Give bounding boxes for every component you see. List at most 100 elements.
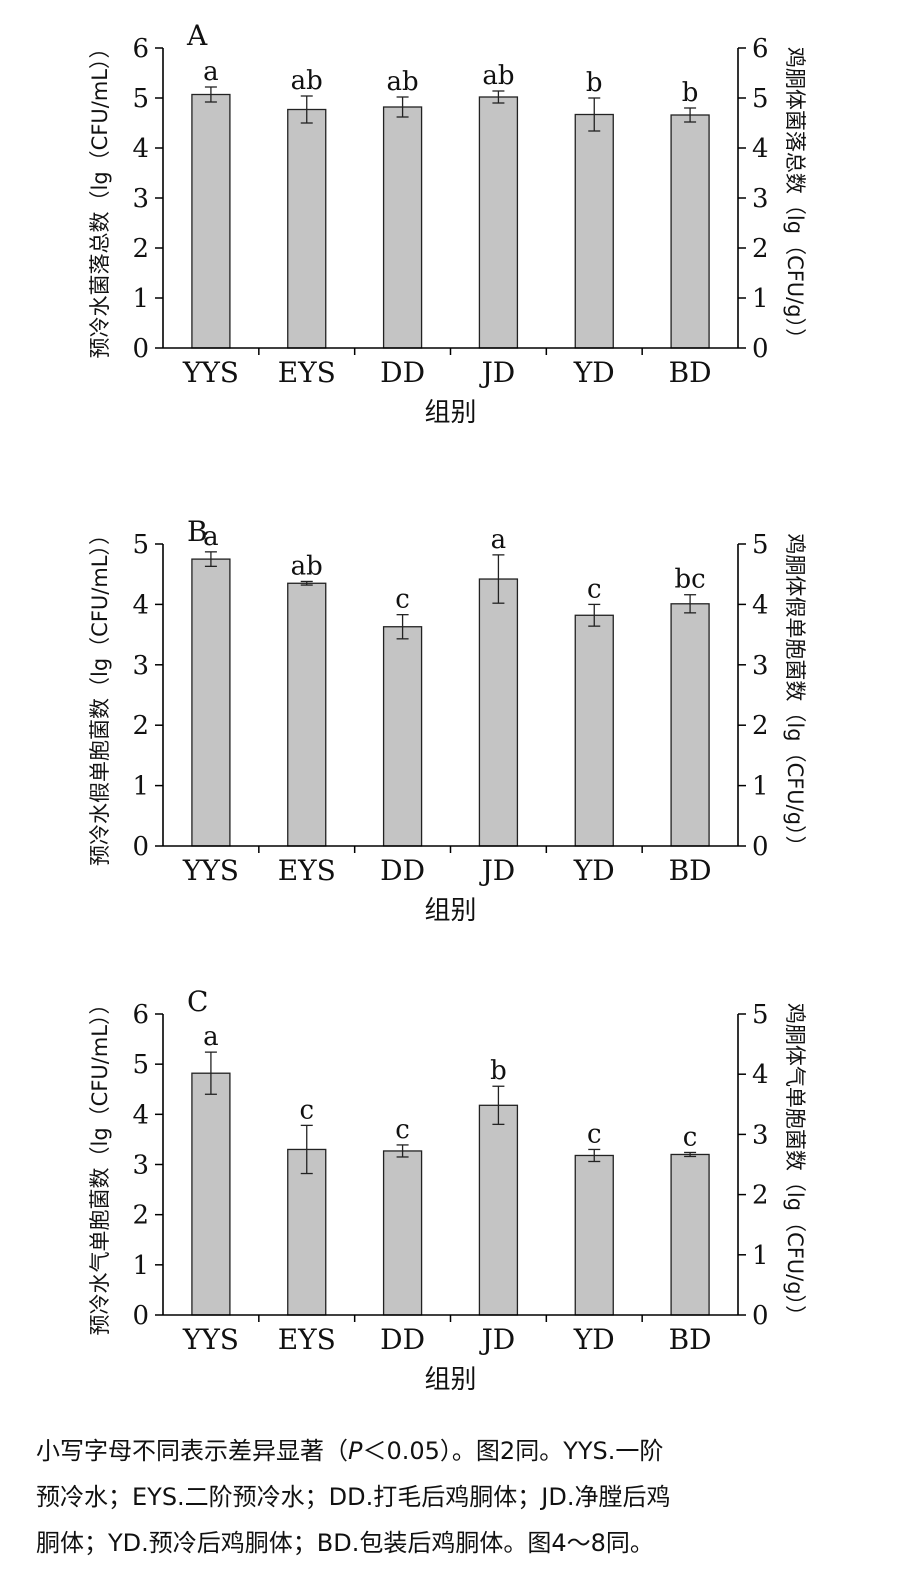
y-axis-title-left: 预冷水菌落总数（lg（CFU/mL）） [88,37,112,358]
y-tick-label-left: 3 [132,184,149,214]
bar-bd [670,1153,710,1316]
bar-eys [287,1148,327,1316]
bar-jd [478,1104,519,1316]
x-tick-label-yd: YD [573,1323,615,1356]
significance-letter-bd: bc [674,565,705,595]
y-tick-label-right: 4 [752,1060,769,1090]
x-tick-label-yys: YYS [182,356,239,389]
significance-letter-jd: b [490,1056,507,1086]
y-axis-title-left: 预冷水气单胞菌数（lg（CFU/mL）） [88,993,112,1335]
x-tick-label-bd: BD [669,1323,712,1356]
x-tick-label-yd: YD [573,854,615,887]
bar-yys [191,93,231,349]
x-tick-label-jd: JD [479,1323,516,1356]
bar-dd [382,106,423,349]
bar-dd [382,1150,423,1316]
significance-letter-yys: a [203,1022,219,1052]
significance-letter-yd: c [587,574,602,604]
bar-eys [287,582,327,847]
y-tick-label-left: 2 [132,234,149,264]
caption-line-3: 胴体；YD.预冷后鸡胴体；BD.包装后鸡胴体。图4～8同。 [36,1529,654,1557]
y-tick-label-right: 5 [752,84,769,114]
y-tick-label-right: 2 [752,234,769,264]
significance-letter-dd: c [395,585,410,615]
y-tick-label-right: 5 [752,530,769,560]
significance-letter-jd: ab [482,61,514,91]
significance-letter-yd: b [586,68,603,98]
y-tick-label-left: 0 [132,334,149,364]
x-tick-label-bd: BD [669,854,712,887]
panel-label: A [186,19,208,52]
x-tick-label-eys: EYS [278,854,336,887]
panel-label: C [187,985,208,1018]
caption-line-1: 小写字母不同表示差异显著（P＜0.05）。图2同。YYS.一阶 [36,1437,664,1465]
bar-jd [478,578,519,847]
x-tick-label-dd: DD [380,854,425,887]
y-axis-title-left: 预冷水假单胞菌数（lg（CFU/mL）） [88,524,112,866]
y-tick-label-left: 5 [132,1050,149,1080]
y-tick-label-left: 0 [132,1301,149,1331]
y-tick-label-right: 5 [752,1000,769,1030]
chart-panel-b: a YYS ab EYS c DD a JD c YD bc BD 0 1 2 3 4 5 0 1 2 3 4 5 B 组别 预冷水… [88,515,807,926]
bar-yd [574,614,614,847]
y-tick-label-right: 3 [752,1120,769,1150]
significance-letter-dd: c [395,1115,410,1145]
y-tick-label-left: 5 [132,530,149,560]
significance-letter-bd: c [683,1122,698,1152]
bar-eys [287,108,327,349]
y-tick-label-left: 3 [132,651,149,681]
significance-letter-eys: ab [291,66,323,96]
bar-bd [670,114,710,349]
bar-yys [191,1072,231,1316]
figure-charts: aYYSabEYSabDDabJDbYDbBD01234560123456A组别… [88,19,807,1395]
bar-yd [574,113,614,349]
y-tick-label-right: 6 [752,34,769,64]
y-tick-label-left: 1 [132,284,149,314]
x-tick-label-eys: EYS [278,1323,336,1356]
x-tick-label-dd: DD [380,1323,425,1356]
x-tick-label-bd: BD [669,356,712,389]
chart-panel-a: a YYS ab EYS ab DD ab JD b YD b BD 0 1 2 3 4 5 6 0 1 2 3 4 5 6 A 组别… [88,19,807,428]
chart-panel-c: a YYS c EYS c DD b JD c YD c BD 0 1 2 3 4 5 6 0 1 2 3 4 5 C 组别 预冷水气… [88,985,807,1395]
y-tick-label-right: 0 [752,1301,769,1331]
x-tick-label-yd: YD [573,356,615,389]
x-axis-title: 组别 [424,398,476,428]
significance-letter-yd: c [587,1119,602,1149]
y-tick-label-left: 5 [132,84,149,114]
significance-letter-dd: ab [387,67,419,97]
x-tick-label-yys: YYS [182,854,239,887]
x-tick-label-eys: EYS [278,356,336,389]
y-tick-label-right: 4 [752,590,769,620]
y-tick-label-right: 4 [752,134,769,164]
y-tick-label-right: 0 [752,832,769,862]
y-tick-label-left: 2 [132,711,149,741]
y-tick-label-left: 6 [132,34,149,64]
y-tick-label-left: 1 [132,772,149,802]
significance-letter-yys: a [203,522,219,552]
x-axis-title: 组别 [424,896,476,926]
x-tick-label-jd: JD [479,356,516,389]
bar-yd [574,1154,614,1316]
caption-line-2: 预冷水；EYS.二阶预冷水；DD.打毛后鸡胴体；JD.净膛后鸡 [36,1483,671,1511]
y-axis-title-right: 鸡胴体假单胞菌数（lg（CFU/g）） [783,533,807,856]
y-axis-title-right: 鸡胴体菌落总数（lg（CFU/g）） [783,47,807,349]
bar-yys [191,558,231,847]
bar-bd [670,603,710,847]
x-axis-title: 组别 [424,1365,476,1395]
x-tick-label-dd: DD [380,356,425,389]
y-tick-label-right: 0 [752,334,769,364]
y-tick-label-left: 6 [132,1000,149,1030]
y-tick-label-right: 1 [752,1241,769,1271]
y-tick-label-right: 3 [752,184,769,214]
y-tick-label-left: 4 [132,1100,149,1130]
bar-dd [382,626,423,847]
figure-caption: 小写字母不同表示差异显著（P＜0.05）。图2同。YYS.一阶 预冷水；EYS.… [36,1428,896,1566]
y-tick-label-right: 2 [752,1181,769,1211]
y-tick-label-right: 1 [752,284,769,314]
y-tick-label-right: 2 [752,711,769,741]
x-tick-label-yys: YYS [182,1323,239,1356]
significance-letter-yys: a [203,57,219,87]
y-tick-label-right: 3 [752,651,769,681]
bar-jd [478,96,519,349]
significance-letter-bd: b [682,78,699,108]
